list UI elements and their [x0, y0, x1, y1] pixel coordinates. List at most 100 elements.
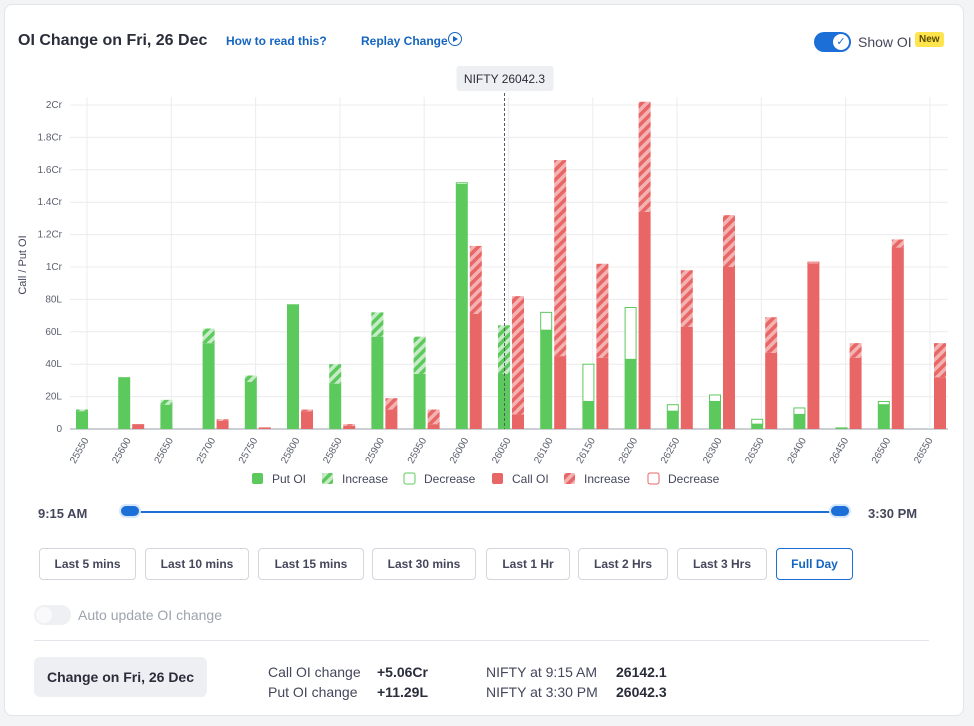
- last-3-hrs-button[interactable]: Last 3 Hrs: [677, 548, 767, 580]
- call-oi-increase-bar: [934, 343, 946, 378]
- put-oi-decrease-bar: [582, 363, 595, 402]
- y-axis-label: Call / Put OI: [17, 235, 29, 294]
- divider: [34, 640, 929, 641]
- y-tick-label: 80L: [45, 294, 62, 305]
- put-oi-decrease-bar: [751, 418, 764, 425]
- last-10-mins-button[interactable]: Last 10 mins: [145, 548, 249, 580]
- change-date-button[interactable]: Change on Fri, 26 Dec: [34, 657, 207, 697]
- nifty-open-value: 26142.1: [616, 664, 667, 680]
- put-oi-decrease-bar: [624, 307, 637, 360]
- put-oi-bar: [498, 373, 510, 429]
- call-oi-change-label: Call OI change: [268, 664, 361, 680]
- put-oi-bar: [751, 424, 764, 429]
- full-day-button[interactable]: Full Day: [776, 548, 853, 580]
- y-tick-label: 1.8Cr: [38, 132, 63, 143]
- call-oi-increase-bar: [301, 409, 313, 412]
- put-oi-bar: [244, 382, 257, 429]
- call-oi-decrease-bar: [807, 261, 820, 265]
- range-start-handle[interactable]: [119, 504, 141, 518]
- call-oi-bar: [723, 267, 735, 429]
- call-oi-increase-bar: [343, 424, 356, 426]
- put-oi-bar: [76, 411, 88, 429]
- x-tick-label: 25550: [68, 436, 92, 466]
- call-oi-bar: [132, 424, 145, 429]
- put-oi-bar: [118, 377, 131, 429]
- put-oi-increase-bar: [329, 364, 342, 384]
- y-tick-label: 1.6Cr: [38, 165, 63, 176]
- call-oi-increase-bar: [765, 317, 778, 353]
- legend-swatch: [492, 473, 503, 484]
- call-oi-bar: [891, 247, 904, 429]
- put-oi-bar: [666, 411, 679, 429]
- x-tick-label: 26050: [490, 436, 514, 466]
- call-oi-bar: [469, 313, 482, 429]
- call-oi-bar: [765, 352, 778, 429]
- legend-swatch: [322, 473, 333, 484]
- y-tick-label: 40L: [45, 359, 62, 370]
- play-icon[interactable]: [448, 32, 462, 46]
- auto-update-toggle[interactable]: [34, 605, 71, 625]
- put-oi-bar: [329, 383, 342, 429]
- range-start-time: 9:15 AM: [38, 506, 88, 521]
- x-tick-label: 26100: [532, 436, 556, 466]
- x-tick-label: 26000: [448, 436, 472, 466]
- put-oi-bar: [202, 343, 215, 429]
- toggle-knob: [36, 607, 52, 623]
- y-tick-label: 20L: [45, 392, 62, 403]
- put-oi-bar: [287, 304, 299, 429]
- put-oi-increase-bar: [76, 409, 88, 412]
- call-oi-bar: [554, 356, 567, 429]
- last-5-mins-button[interactable]: Last 5 mins: [39, 548, 136, 580]
- call-oi-bar: [680, 326, 693, 429]
- put-oi-increase-bar: [244, 375, 257, 383]
- x-tick-label: 25750: [237, 436, 261, 466]
- put-oi-change-label: Put OI change: [268, 684, 358, 700]
- call-oi-increase-bar: [891, 239, 904, 248]
- range-end-handle[interactable]: [829, 504, 851, 518]
- show-oi-label: Show OI: [858, 34, 912, 50]
- call-oi-bar: [301, 411, 313, 429]
- range-end-time: 3:30 PM: [868, 506, 918, 521]
- put-oi-bar: [582, 401, 595, 429]
- y-tick-label: 60L: [45, 327, 62, 338]
- legend-label: Call OI: [512, 472, 549, 486]
- show-oi-toggle[interactable]: ✓: [814, 32, 851, 52]
- x-tick-label: 25600: [110, 436, 134, 466]
- legend-label: Increase: [342, 472, 388, 486]
- nifty-close-label: NIFTY at 3:30 PM: [486, 684, 598, 700]
- spot-label-box: [456, 66, 554, 91]
- how-to-read-link[interactable]: How to read this?: [226, 34, 327, 48]
- put-oi-bar: [835, 427, 848, 429]
- last-1-hr-button[interactable]: Last 1 Hr: [486, 548, 570, 580]
- last-15-mins-button[interactable]: Last 15 mins: [258, 548, 364, 580]
- replay-change-link[interactable]: Replay Change: [361, 34, 448, 48]
- put-oi-increase-bar: [202, 328, 215, 344]
- spot-label: NIFTY 26042.3: [464, 72, 545, 86]
- oi-bar-chart: 0 20L 40L 60L 80L 1Cr 1.2Cr 1.4Cr 1.6Cr 1.8Cr 2Cr C…: [17, 66, 948, 486]
- x-tick-label: 26550: [912, 436, 936, 466]
- x-tick-label: 26300: [701, 436, 725, 466]
- legend-swatch: [647, 472, 660, 485]
- x-tick-label: 26350: [743, 436, 767, 466]
- x-tick-label: 26250: [659, 436, 683, 466]
- x-tick-label: 25900: [364, 436, 388, 466]
- call-oi-bar: [849, 357, 862, 429]
- last-30-mins-button[interactable]: Last 30 mins: [372, 548, 476, 580]
- put-oi-bar: [455, 184, 468, 429]
- time-range-slider[interactable]: [126, 511, 838, 513]
- call-oi-increase-bar: [554, 160, 567, 357]
- put-oi-decrease-bar: [666, 404, 679, 412]
- x-tick-label: 25850: [321, 436, 345, 466]
- put-oi-bar: [877, 404, 890, 429]
- call-oi-bar: [512, 414, 524, 429]
- call-oi-increase-bar: [723, 215, 735, 267]
- x-tick-label: 26200: [617, 436, 641, 466]
- legend-swatch: [252, 473, 263, 484]
- call-oi-bar: [934, 377, 946, 429]
- legend-label: Decrease: [668, 472, 720, 486]
- check-icon: ✓: [833, 34, 849, 50]
- last-2-hrs-button[interactable]: Last 2 Hrs: [578, 548, 668, 580]
- call-oi-bar: [427, 424, 440, 429]
- x-tick-label: 25950: [406, 436, 430, 466]
- put-oi-decrease-bar: [793, 407, 806, 415]
